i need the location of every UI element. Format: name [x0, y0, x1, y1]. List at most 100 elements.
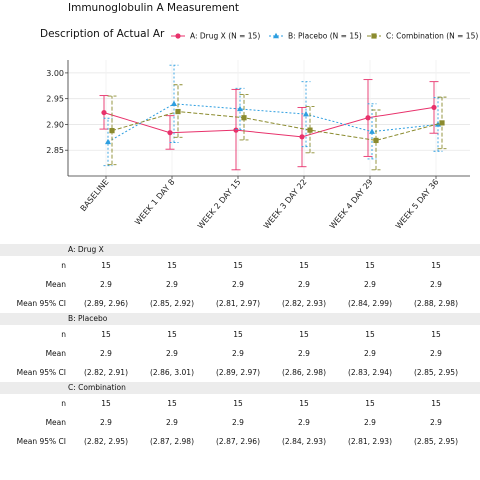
- table-cell: (2.82, 2.91): [83, 368, 129, 377]
- summary-table: A: Drug X n 15 15 15 15 15 15 Mean 2.9 2.9 2.9 2.9 2.…: [0, 244, 480, 451]
- table-cell: 15: [167, 330, 177, 339]
- table-cell: 2.9: [100, 349, 112, 358]
- table-cell: (2.84, 2.99): [347, 299, 393, 308]
- chart-subtitle: Description of Actual Ar: [40, 28, 165, 40]
- table-group-header: C: Combination: [0, 382, 480, 394]
- table-cell: 2.9: [430, 349, 442, 358]
- table-row: Mean 95% CI (2.82, 2.95) (2.87, 2.98) (2.87…: [0, 432, 480, 451]
- x-tick-label: BASELINE: [79, 178, 111, 214]
- row-label: Mean: [45, 418, 66, 427]
- plot-area: [68, 60, 470, 176]
- data-point: [175, 108, 181, 115]
- row-label: n: [61, 330, 66, 339]
- data-point: [369, 128, 375, 134]
- table-row: Mean 95% CI (2.82, 2.91) (2.86, 3.01) (2.89…: [0, 363, 480, 382]
- table-cell: 2.9: [232, 280, 244, 289]
- y-tick-label: 2.85: [46, 146, 64, 155]
- data-point: [105, 138, 111, 145]
- series-line: [111, 111, 443, 141]
- table-cell: 15: [431, 399, 441, 408]
- table-cell: 2.9: [100, 418, 112, 427]
- table-cell: (2.85, 2.92): [149, 299, 195, 308]
- data-point: [431, 104, 437, 111]
- row-label: Mean 95% CI: [16, 437, 66, 446]
- table-cell: 15: [431, 261, 441, 270]
- chart-canvas: 2.85 2.90 2.95 3.00 BASELINE WEEK 1 DAY 8 WEEK…: [46, 60, 470, 231]
- x-tick-label: WEEK 2 DAY 15: [196, 178, 243, 231]
- table-cell: 2.9: [430, 280, 442, 289]
- table-cell: (2.87, 2.98): [149, 437, 195, 446]
- row-label: n: [61, 261, 66, 270]
- table-cell: 2.9: [100, 280, 112, 289]
- table-cell: (2.89, 2.97): [215, 368, 261, 377]
- table-cell: 2.9: [364, 280, 376, 289]
- data-point: [307, 127, 313, 133]
- table-cell: 15: [299, 330, 309, 339]
- data-point: [167, 130, 173, 136]
- table-row: Mean 2.9 2.9 2.9 2.9 2.9 2.9: [0, 344, 480, 363]
- table-cell: 2.9: [166, 418, 178, 427]
- table-cell: 15: [101, 330, 111, 339]
- table-cell: (2.86, 2.98): [281, 368, 327, 377]
- x-tick-label: WEEK 5 DAY 36: [394, 178, 441, 231]
- legend-marker: [273, 32, 279, 39]
- table-cell: 2.9: [298, 418, 310, 427]
- table-row: Mean 95% CI (2.89, 2.96) (2.85, 2.92) (2.81…: [0, 294, 480, 313]
- table-cell: 15: [365, 330, 375, 339]
- table-cell: (2.87, 2.96): [215, 437, 261, 446]
- data-point: [439, 120, 445, 126]
- series-1: [99, 79, 439, 171]
- x-tick-label: WEEK 3 DAY 22: [262, 178, 309, 231]
- series-3: [107, 84, 447, 171]
- row-label: Mean: [45, 280, 66, 289]
- table-cell: (2.89, 2.96): [83, 299, 129, 308]
- table-row: Mean 2.9 2.9 2.9 2.9 2.9 2.9: [0, 275, 480, 294]
- table-cell: 15: [167, 261, 177, 270]
- table-cell: 2.9: [166, 280, 178, 289]
- y-tick-label: 2.90: [46, 120, 64, 129]
- table-cell: 2.9: [364, 349, 376, 358]
- table-cell: 15: [101, 399, 111, 408]
- row-label: n: [61, 399, 66, 408]
- data-point: [109, 128, 115, 134]
- table-cell: 2.9: [232, 349, 244, 358]
- table-cell: (2.82, 2.95): [83, 437, 129, 446]
- table-cell: 15: [365, 261, 375, 270]
- data-point: [233, 127, 239, 133]
- data-point: [237, 105, 243, 112]
- table-cell: 15: [233, 261, 243, 270]
- table-cell: 15: [233, 330, 243, 339]
- table-cell: 2.9: [430, 418, 442, 427]
- table-cell: 15: [365, 399, 375, 408]
- legend-label: C: Combination (N = 15): [386, 32, 478, 41]
- table-cell: 15: [101, 261, 111, 270]
- table-cell: 2.9: [298, 280, 310, 289]
- row-label: Mean 95% CI: [16, 368, 66, 377]
- legend-label: B: Placebo (N = 15): [288, 32, 362, 41]
- legend: A: Drug X (N = 15) B: Placebo (N = 15) C: …: [167, 28, 480, 44]
- table-row: n 15 15 15 15 15 15: [0, 394, 480, 413]
- table-cell: (2.83, 2.94): [347, 368, 393, 377]
- table-cell: (2.82, 2.93): [281, 299, 327, 308]
- data-point: [101, 109, 107, 116]
- table-row: Mean 2.9 2.9 2.9 2.9 2.9 2.9: [0, 413, 480, 432]
- table-row: n 15 15 15 15 15 15: [0, 325, 480, 344]
- table-cell: 2.9: [166, 349, 178, 358]
- data-point: [303, 110, 309, 117]
- chart-title: Immunoglobulin A Measurement: [68, 2, 240, 14]
- x-tick-label: WEEK 4 DAY 29: [328, 178, 375, 231]
- table-cell: (2.86, 3.01): [149, 368, 195, 377]
- table-cell: 2.9: [298, 349, 310, 358]
- table-cell: (2.81, 2.97): [215, 299, 261, 308]
- table-row: n 15 15 15 15 15 15: [0, 256, 480, 275]
- table-cell: 15: [233, 399, 243, 408]
- table-cell: (2.85, 2.95): [413, 437, 459, 446]
- table-cell: 2.9: [232, 418, 244, 427]
- legend-marker: [371, 33, 377, 39]
- table-cell: 2.9: [364, 418, 376, 427]
- data-point: [241, 115, 247, 121]
- legend-label: A: Drug X (N = 15): [190, 32, 260, 41]
- table-cell: 15: [299, 399, 309, 408]
- table-cell: 15: [431, 330, 441, 339]
- table-cell: (2.81, 2.93): [347, 437, 393, 446]
